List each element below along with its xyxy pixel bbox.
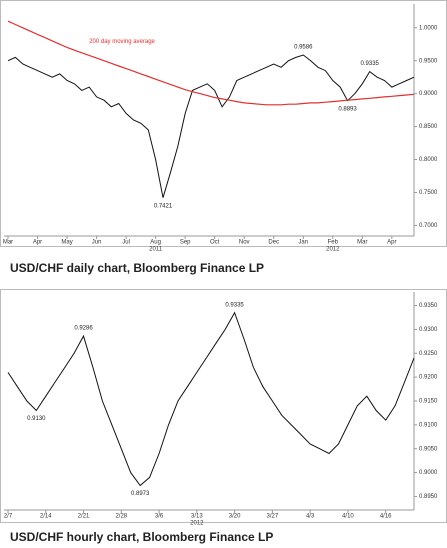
- x-tick-label: Jun: [92, 240, 102, 246]
- y-tick-label: 0.9100: [419, 422, 438, 428]
- x-tick-label: Feb: [328, 240, 339, 246]
- value-label: 0.8973: [131, 491, 150, 497]
- x-tick-label: 3/20: [229, 514, 241, 520]
- value-label: 0.7421: [154, 203, 173, 209]
- x-tick-label: 2/28: [115, 514, 127, 520]
- y-tick-label: 0.9150: [419, 399, 438, 405]
- x-tick-label: 3/13: [191, 514, 203, 520]
- x-tick-label: May: [61, 240, 72, 246]
- x-tick-label: Apr: [33, 240, 42, 246]
- x-tick-label: Aug: [150, 240, 161, 246]
- chart-frame: [0, 289, 447, 523]
- y-tick-label: 0.8500: [419, 124, 438, 130]
- y-tick-label: 0.9300: [419, 327, 438, 333]
- y-tick-label: 0.8950: [419, 494, 438, 500]
- chart-frame: [0, 0, 447, 247]
- y-tick-label: 0.9200: [419, 375, 438, 381]
- series-label: 200 day moving average: [89, 39, 155, 45]
- y-tick-label: 0.9350: [419, 303, 438, 309]
- y-tick-label: 0.9050: [419, 446, 438, 452]
- series-line: [7, 311, 415, 487]
- y-tick-label: 0.7500: [419, 190, 438, 196]
- x-tick-label: Oct: [210, 240, 220, 246]
- x-tick-label: Apr: [387, 240, 396, 246]
- year-label: 2012: [326, 247, 340, 253]
- x-tick-label: Sep: [180, 240, 191, 246]
- series-line: [7, 20, 415, 106]
- x-tick-label: Mar: [3, 240, 13, 246]
- y-tick-label: 0.9500: [419, 58, 438, 64]
- y-tick-label: 0.9250: [419, 351, 438, 357]
- year-label: 2012: [190, 521, 204, 527]
- value-label: 0.8893: [338, 106, 357, 112]
- x-tick-label: 3/6: [155, 514, 164, 520]
- x-tick-label: 4/16: [380, 514, 392, 520]
- y-tick-label: 0.9000: [419, 91, 438, 97]
- value-label: 0.9286: [74, 326, 93, 332]
- x-tick-label: Dec: [268, 240, 279, 246]
- x-tick-label: Jul: [122, 240, 130, 246]
- value-label: 0.9586: [294, 45, 313, 51]
- x-tick-label: Jan: [298, 240, 308, 246]
- x-tick-label: 2/21: [78, 514, 90, 520]
- value-label: 0.9130: [27, 416, 46, 422]
- y-tick-label: 0.7000: [419, 223, 438, 229]
- year-label: 2011: [149, 247, 163, 253]
- x-tick-label: 2/7: [4, 514, 13, 520]
- y-tick-label: 0.8000: [419, 157, 438, 163]
- x-tick-label: 4/3: [306, 514, 315, 520]
- x-tick-label: Nov: [239, 240, 250, 246]
- x-tick-label: 4/10: [342, 514, 354, 520]
- series-line: [7, 54, 415, 198]
- chart-caption: USD/CHF hourly chart, Bloomberg Finance …: [10, 530, 273, 544]
- x-tick-label: Mar: [357, 240, 367, 246]
- y-tick-label: 0.9000: [419, 470, 438, 476]
- value-label: 0.9335: [225, 302, 244, 308]
- x-tick-label: 2/14: [40, 514, 52, 520]
- value-label: 0.9335: [361, 61, 380, 67]
- chart-caption: USD/CHF daily chart, Bloomberg Finance L…: [10, 261, 264, 275]
- y-tick-label: 1.0000: [419, 25, 438, 31]
- x-tick-label: 3/27: [267, 514, 279, 520]
